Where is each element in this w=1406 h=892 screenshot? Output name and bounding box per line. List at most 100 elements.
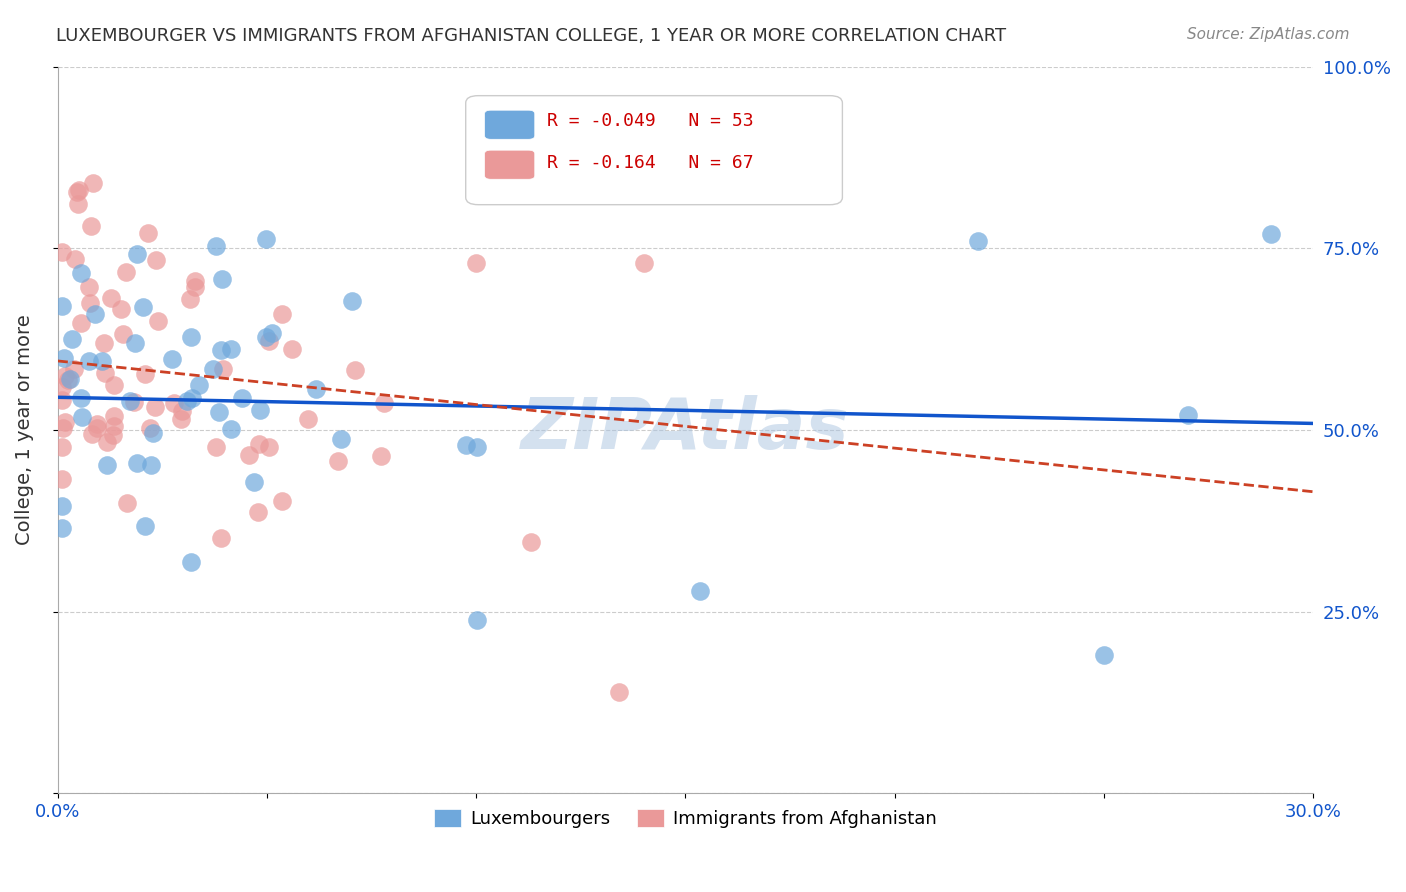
Point: [180, 555, 202, 569]
Point: [205, 238, 228, 252]
Point: [1260, 227, 1282, 241]
Point: [270, 494, 292, 508]
Point: [465, 256, 488, 270]
FancyBboxPatch shape: [465, 95, 842, 204]
Point: [305, 382, 328, 396]
Point: [238, 448, 260, 462]
Point: [65, 185, 87, 199]
Point: [79, 280, 101, 294]
Point: [259, 334, 281, 349]
Point: [201, 362, 224, 376]
Point: [110, 302, 132, 317]
Point: [55, 369, 77, 384]
FancyBboxPatch shape: [485, 150, 534, 179]
Point: [607, 685, 630, 699]
Point: [141, 458, 163, 473]
Point: [249, 403, 271, 417]
Point: [633, 256, 655, 270]
Point: [180, 392, 202, 406]
Point: [1177, 409, 1199, 423]
Point: [328, 454, 350, 468]
Point: [134, 519, 156, 533]
Point: [219, 342, 242, 356]
Point: [247, 437, 270, 451]
Point: [465, 440, 488, 454]
Point: [51, 299, 73, 313]
Point: [967, 234, 990, 248]
Point: [103, 378, 125, 392]
Point: [65, 252, 87, 266]
Text: R = -0.049   N = 53: R = -0.049 N = 53: [547, 112, 754, 130]
Point: [297, 412, 319, 426]
Point: [329, 432, 352, 446]
Point: [183, 279, 205, 293]
Point: [125, 456, 148, 470]
Point: [63, 362, 86, 376]
Point: [51, 245, 73, 260]
Point: [170, 403, 193, 417]
Point: [1092, 648, 1115, 663]
Point: [103, 409, 125, 424]
Point: [101, 428, 124, 442]
Point: [51, 392, 73, 407]
Point: [370, 450, 392, 464]
Point: [343, 363, 366, 377]
Point: [142, 425, 165, 440]
FancyBboxPatch shape: [485, 111, 534, 139]
Point: [176, 393, 198, 408]
Point: [103, 419, 125, 434]
Point: [77, 354, 100, 368]
Point: [231, 392, 253, 406]
Point: [271, 307, 294, 321]
Point: [122, 394, 145, 409]
Point: [520, 535, 543, 549]
Point: [82, 176, 104, 190]
Point: [280, 342, 302, 356]
Point: [259, 440, 281, 454]
Point: [219, 422, 242, 436]
Point: [70, 266, 93, 280]
Point: [179, 293, 201, 307]
Point: [59, 372, 82, 386]
Y-axis label: College, 1 year or more: College, 1 year or more: [15, 315, 34, 545]
Point: [70, 410, 93, 425]
Point: [100, 291, 122, 305]
Text: ZIPAtlas: ZIPAtlas: [522, 395, 849, 465]
Point: [69, 392, 91, 406]
Point: [170, 411, 193, 425]
Point: [212, 362, 235, 376]
Point: [86, 417, 108, 431]
Point: [125, 247, 148, 261]
Point: [340, 293, 363, 308]
Point: [146, 314, 169, 328]
Text: LUXEMBOURGER VS IMMIGRANTS FROM AFGHANISTAN COLLEGE, 1 YEAR OR MORE CORRELATION : LUXEMBOURGER VS IMMIGRANTS FROM AFGHANIS…: [56, 27, 1007, 45]
Point: [205, 440, 228, 454]
Point: [247, 505, 270, 519]
Point: [80, 219, 103, 234]
Point: [591, 146, 613, 161]
Point: [51, 472, 73, 486]
Point: [67, 183, 90, 197]
Point: [96, 458, 118, 473]
Point: [254, 330, 277, 344]
Point: [94, 366, 117, 380]
Point: [67, 197, 90, 211]
Point: [115, 265, 138, 279]
Point: [51, 440, 73, 454]
Point: [134, 368, 156, 382]
Point: [124, 336, 146, 351]
Point: [184, 274, 207, 288]
Legend: Luxembourgers, Immigrants from Afghanistan: Luxembourgers, Immigrants from Afghanist…: [426, 801, 945, 835]
Point: [145, 253, 167, 268]
Point: [51, 499, 73, 513]
Point: [138, 421, 160, 435]
Point: [243, 475, 266, 490]
Point: [254, 232, 277, 246]
Point: [86, 421, 108, 435]
Point: [93, 336, 115, 351]
Point: [131, 300, 153, 314]
Point: [58, 373, 80, 387]
Point: [111, 326, 134, 341]
Point: [143, 400, 166, 414]
Text: Source: ZipAtlas.com: Source: ZipAtlas.com: [1187, 27, 1350, 42]
